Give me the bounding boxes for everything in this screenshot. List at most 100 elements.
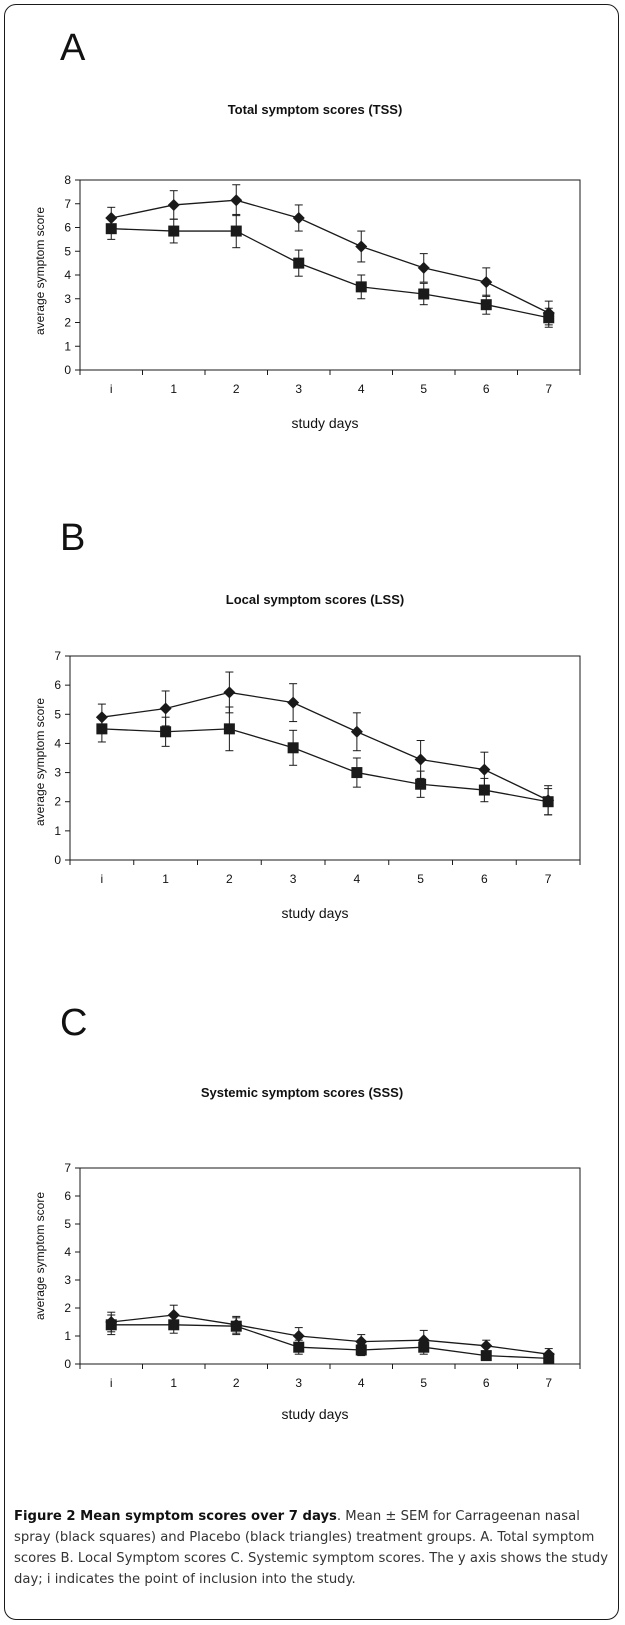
x-tick-label-c: 6: [483, 1376, 490, 1390]
x-tick-label-c: 3: [295, 1376, 302, 1390]
square-point-a: [480, 299, 492, 311]
caption-title: Figure 2 Mean symptom scores over 7 days: [14, 1509, 337, 1524]
square-point-c: [105, 1319, 117, 1331]
y-tick-label-c: 1: [64, 1329, 71, 1343]
diamond-series-c-line: [111, 1314, 549, 1355]
x-tick-label-a: 3: [295, 382, 302, 396]
x-tick-label-a: 7: [545, 382, 552, 396]
x-tick-label-b: 7: [545, 872, 552, 886]
square-point-a: [418, 288, 430, 300]
panel-b: B Local symptom scores (LSS) average sym…: [33, 517, 581, 921]
x-tick-label-b: 6: [481, 872, 488, 886]
y-tick-label-b: 1: [54, 824, 61, 838]
square-point-c: [355, 1344, 367, 1356]
square-point-a: [543, 312, 555, 324]
y-tick-label-c: 6: [64, 1189, 71, 1203]
square-point-a: [230, 225, 242, 237]
square-point-b: [287, 742, 299, 754]
y-tick-label-a: 1: [64, 339, 71, 353]
chart-title-c: Systemic symptom scores (SSS): [201, 1085, 403, 1100]
diamond-point-a: [417, 261, 430, 274]
x-tick-label-b: 5: [417, 872, 424, 886]
plot-area-c: 0 1 2 3 4 5 6 7 i 1 2 3 4 5 6 7: [64, 1161, 581, 1390]
square-series-a-line: [111, 228, 549, 319]
x-tick-label-a: 2: [233, 382, 240, 396]
diamond-point-c: [480, 1339, 493, 1352]
square-point-a: [355, 281, 367, 293]
diamond-series-a: [105, 184, 555, 326]
y-tick-label-b: 7: [54, 649, 61, 663]
chart-title-b: Local symptom scores (LSS): [226, 592, 404, 607]
x-tick-label-c: 5: [420, 1376, 427, 1390]
square-point-c: [543, 1352, 555, 1364]
square-point-b: [542, 796, 554, 808]
diamond-point-c: [292, 1330, 305, 1342]
plot-frame-b: [69, 655, 581, 861]
x-tick-label-c: 2: [233, 1376, 240, 1390]
diamond-point-a: [292, 212, 305, 224]
x-axis-label-c: study days: [282, 1406, 349, 1422]
x-tick-label-c: 7: [545, 1376, 552, 1390]
y-tick-label-a: 5: [64, 244, 71, 258]
caption-body: . Mean ± SEM for Carrageenan nasal spray…: [14, 1509, 609, 1587]
square-series-c-line: [111, 1324, 549, 1360]
panel-letter-c: C: [60, 1002, 87, 1044]
square-series-c: [105, 1314, 555, 1364]
x-tick-label-a: 6: [483, 382, 490, 396]
y-tick-label-c: 4: [64, 1245, 71, 1259]
y-tick-label-a: 3: [64, 292, 71, 306]
y-tick-label-c: 0: [64, 1357, 71, 1371]
diamond-point-b: [223, 686, 236, 699]
y-tick-label-a: 8: [64, 173, 71, 187]
square-point-c: [168, 1319, 180, 1331]
square-point-b: [160, 726, 172, 738]
x-axis-label-a: study days: [292, 415, 359, 431]
y-tick-label-b: 2: [54, 795, 61, 809]
diamond-series-b-line: [101, 691, 549, 801]
x-tick-label-b: i: [101, 872, 104, 886]
y-tick-label-b: 0: [54, 853, 61, 867]
diamond-point-b: [350, 725, 363, 738]
x-axis-label-b: study days: [282, 905, 349, 921]
y-axis-label-c: average symptom score: [33, 1192, 47, 1320]
y-tick-label-c: 5: [64, 1217, 71, 1231]
x-tick-label-b: 3: [290, 872, 297, 886]
square-point-c: [230, 1320, 242, 1332]
square-point-a: [293, 257, 305, 269]
y-tick-label-b: 6: [54, 678, 61, 692]
square-point-a: [105, 223, 117, 235]
square-point-b: [223, 723, 235, 735]
diamond-point-b: [414, 753, 427, 766]
x-tick-label-c: 4: [358, 1376, 365, 1390]
panel-letter-b: B: [60, 517, 85, 559]
y-axis-label-b: average symptom score: [33, 698, 47, 826]
y-tick-label-b: 3: [54, 766, 61, 780]
diamond-series-a-line: [111, 199, 550, 314]
y-tick-label-a: 4: [64, 268, 71, 282]
y-axis-label-a: average symptom score: [33, 207, 47, 335]
y-tick-label-c: 7: [64, 1161, 71, 1175]
diamond-point-b: [478, 763, 491, 776]
plot-area-b: 0 1 2 3 4 5 6 7 i 1 2 3 4 5 6 7: [54, 649, 581, 886]
square-series-b-line: [101, 728, 549, 803]
y-tick-label-b: 4: [54, 736, 61, 750]
diamond-point-c: [167, 1309, 180, 1321]
x-tick-label-b: 1: [162, 872, 169, 886]
square-point-a: [168, 225, 180, 237]
square-point-b: [351, 767, 363, 779]
x-tick-label-c: i: [110, 1376, 113, 1390]
diamond-point-a: [167, 198, 180, 211]
x-tick-label-c: 1: [170, 1376, 177, 1390]
y-tick-label-a: 6: [64, 221, 71, 235]
y-tick-label-c: 3: [64, 1273, 71, 1287]
x-tick-label-a: 4: [358, 382, 365, 396]
y-tick-label-a: 2: [64, 316, 71, 330]
square-point-b: [415, 778, 427, 790]
chart-title-a: Total symptom scores (TSS): [228, 102, 403, 117]
diamond-point-b: [287, 696, 300, 709]
figure-caption: Figure 2 Mean symptom scores over 7 days…: [14, 1506, 612, 1590]
x-tick-label-a: 5: [420, 382, 427, 396]
square-point-b: [478, 784, 490, 796]
square-series-b: [96, 706, 554, 816]
